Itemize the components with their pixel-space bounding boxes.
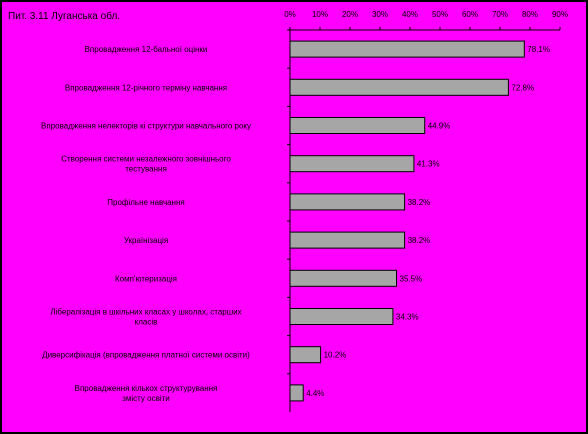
bar <box>289 155 415 173</box>
category-label: Створення системи незалежного зовнішньог… <box>61 155 231 174</box>
category-label: Профільне навчання <box>107 198 184 207</box>
x-tick-label: 20% <box>342 10 358 19</box>
x-tick-label: 80% <box>522 10 538 19</box>
chart-title: Пит. 3.11 Луганська обл. <box>8 10 120 22</box>
bar <box>289 78 509 96</box>
value-label: 10.2% <box>324 351 347 360</box>
category-labels: Впровадження 12-бальної оцінки Впроваджен… <box>41 45 251 403</box>
value-label: 34.3% <box>396 313 419 322</box>
bar <box>289 231 406 249</box>
x-tick-label: 0% <box>284 10 296 19</box>
bar <box>289 193 406 211</box>
x-axis-ticks: 0% 10% 20% 30% 40% 50% 60% 70% 80% 90% <box>284 10 568 19</box>
value-label: 78.1% <box>527 45 550 54</box>
x-tick-label: 10% <box>312 10 328 19</box>
bar <box>289 117 426 134</box>
category-label: Впровадження нелекторів кі структури нав… <box>41 122 251 131</box>
value-label: 35.5% <box>400 274 423 283</box>
category-label: Впровадження 12-бальної оцінки <box>85 45 208 54</box>
bar <box>289 384 304 402</box>
category-label: Впровадження кількох структурування зміст… <box>75 384 218 403</box>
bar <box>289 308 394 325</box>
value-label: 38.2% <box>408 236 431 245</box>
x-tick-label: 30% <box>372 10 388 19</box>
category-label: Комп'ютеризація <box>115 274 177 283</box>
value-label: 72.8% <box>511 83 534 92</box>
bars <box>289 40 525 402</box>
bar <box>289 346 322 364</box>
x-tick-label: 60% <box>462 10 478 19</box>
x-tick-label: 50% <box>432 10 448 19</box>
x-tick-label: 40% <box>402 10 418 19</box>
category-label: Українізація <box>124 236 168 245</box>
bar <box>289 40 525 58</box>
value-label: 38.2% <box>408 198 431 207</box>
bar <box>289 269 397 287</box>
value-label: 4.4% <box>306 389 324 398</box>
value-label: 44.9% <box>428 122 451 131</box>
x-tick-label: 90% <box>552 10 568 19</box>
x-tick-label: 70% <box>492 10 508 19</box>
value-labels: 78.1% 72.8% 44.9% 41.3% 38.2% 38.2% 35.5% 34.3%… <box>306 45 550 398</box>
category-label: Впровадження 12-річного терміну навчання <box>65 83 227 92</box>
category-label: Лібералізація в шкільних класах у школах… <box>50 308 241 327</box>
category-label: Диверсифікація (впровадження платної сис… <box>42 351 250 360</box>
value-label: 41.3% <box>417 160 440 169</box>
